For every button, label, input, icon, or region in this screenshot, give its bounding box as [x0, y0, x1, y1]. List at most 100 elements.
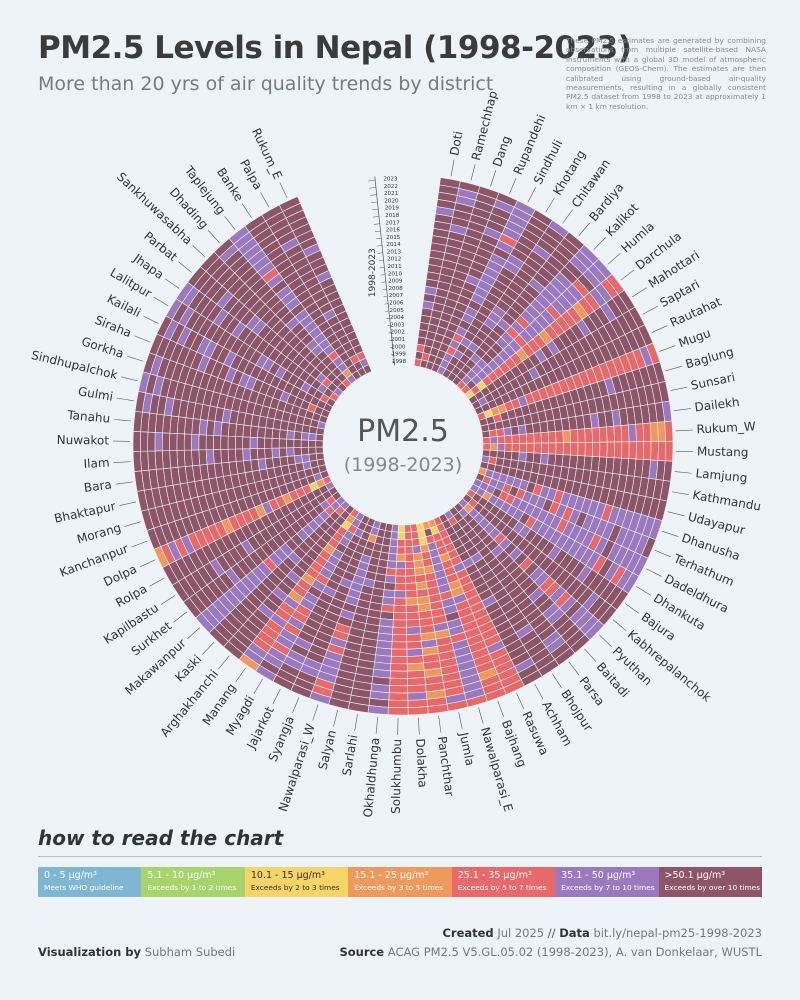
- year-tick: [380, 274, 386, 276]
- district-leader-line: [126, 355, 144, 362]
- district-leader-line: [253, 678, 263, 694]
- heatmap-cell: [539, 453, 549, 465]
- year-tick-label: 2014: [386, 242, 401, 248]
- heatmap-cell: [406, 655, 424, 665]
- methodology-note: These PM2.5 estimates are generated by c…: [566, 36, 766, 111]
- district-leader-line: [292, 697, 300, 714]
- year-tick: [374, 230, 381, 232]
- data-link[interactable]: bit.ly/nepal-pm25-1998-2023: [593, 926, 762, 940]
- legend-item: 35.1 - 50 µg/m³ Exceeds by 7 to 10 times: [555, 867, 659, 897]
- heatmap-cell: [406, 633, 422, 643]
- heatmap-cell: [584, 441, 593, 457]
- radial-heatmap-chart: Doti RamechhapDangRupandehiSindhuliKhotan…: [30, 89, 762, 818]
- district-leader-line: [578, 222, 590, 237]
- heatmap-cell: [555, 442, 564, 455]
- district-leader-line: [202, 641, 215, 655]
- year-tick-label: 2016: [386, 228, 401, 234]
- heatmap-cell: [576, 428, 586, 443]
- year-tick-label: 2008: [388, 286, 403, 292]
- legend-range: 15.1 - 25 µg/m³: [354, 870, 429, 881]
- heatmap-cell: [191, 433, 200, 451]
- heatmap-cell: [286, 438, 295, 449]
- heatmap-cell: [315, 446, 324, 454]
- district-leader-line: [497, 700, 504, 718]
- heatmap-cell: [635, 441, 645, 460]
- district-leader-line: [312, 704, 319, 721]
- district-leader-line: [218, 655, 230, 669]
- heatmap-cell: [511, 434, 520, 444]
- district-label: Dolakha: [413, 738, 430, 788]
- heatmap-cell: [301, 453, 311, 463]
- year-tick-label: 2009: [388, 279, 403, 285]
- heatmap-cell: [510, 425, 520, 436]
- heatmap-cell: [300, 439, 309, 448]
- legend-range: 5.1 - 10 µg/m³: [147, 870, 216, 881]
- heatmap-cell: [397, 531, 406, 540]
- district-leader-line: [207, 230, 220, 244]
- year-axis-label: 1998-2023: [368, 248, 378, 297]
- heatmap-cell: [220, 448, 230, 464]
- heatmap-cell: [161, 450, 171, 469]
- heatmap-cell: [613, 425, 623, 443]
- source-line: Source ACAG PM2.5 V5.GL.05.02 (1998-2023…: [339, 945, 762, 959]
- heatmap-cell: [554, 453, 564, 467]
- heatmap-cell: [242, 448, 251, 462]
- heatmap-cell: [293, 447, 302, 457]
- district-leader-line: [375, 716, 378, 734]
- heatmap-cell: [657, 421, 666, 442]
- district-label: Nuwakot: [57, 433, 110, 448]
- heatmap-cell: [547, 453, 557, 466]
- year-tick-label: 2005: [390, 308, 405, 314]
- heatmap-cell: [227, 448, 237, 463]
- heatmap-cell: [407, 691, 428, 701]
- heatmap-cell: [286, 430, 295, 440]
- district-leader-line: [438, 715, 442, 733]
- heatmap-cell: [394, 590, 407, 599]
- district-leader-line: [160, 595, 176, 605]
- heatmap-cell: [300, 446, 310, 456]
- heatmap-cell: [264, 447, 273, 459]
- district-label: Udayapur: [687, 510, 747, 538]
- heatmap-cell: [205, 434, 214, 450]
- district-leader-line: [667, 511, 685, 517]
- heatmap-cell: [406, 662, 425, 672]
- heatmap-cell: [389, 538, 399, 548]
- district-label: Mugu: [677, 326, 713, 351]
- district-label: Sarlahi: [340, 734, 361, 777]
- district-label: Jumla: [456, 730, 477, 767]
- heatmap-cell: [183, 449, 193, 467]
- heatmap-cell: [406, 618, 421, 628]
- heatmap-cell: [381, 596, 395, 606]
- heatmap-cell: [271, 447, 281, 459]
- district-leader-line: [187, 627, 201, 640]
- heatmap-cell: [385, 567, 397, 577]
- district-leader-line: [671, 491, 689, 495]
- district-label: Kailali: [105, 292, 143, 320]
- district-label: Rukum_W: [696, 419, 756, 436]
- heatmap-cell: [407, 677, 426, 687]
- legend-title: how to read the chart: [38, 826, 284, 850]
- credits-line: Created Jul 2025 // Data bit.ly/nepal-pm…: [442, 926, 762, 940]
- heatmap-cell: [220, 435, 229, 450]
- heatmap-cell: [643, 441, 652, 461]
- year-tick: [379, 267, 385, 269]
- heatmap-cell: [405, 597, 419, 606]
- heatmap-cell: [405, 611, 420, 621]
- district-leader-line: [659, 345, 676, 352]
- district-leader-line: [562, 209, 573, 224]
- heatmap-cell: [367, 705, 389, 715]
- heatmap-cell: [533, 432, 542, 444]
- heatmap-cell: [525, 452, 535, 463]
- year-tick-label: 2010: [388, 271, 403, 277]
- district-leader-line: [224, 216, 236, 230]
- heatmap-cell: [264, 437, 273, 449]
- heatmap-cell: [242, 436, 251, 450]
- legend-range: 0 - 5 µg/m³: [44, 870, 97, 881]
- heatmap-cell: [591, 427, 601, 443]
- year-tick-label: 2015: [386, 235, 401, 241]
- heatmap-cell: [621, 441, 630, 459]
- heatmap-cell: [526, 442, 535, 454]
- heatmap-cell: [132, 430, 141, 452]
- heatmap-cell: [198, 449, 208, 466]
- heatmap-cell: [569, 429, 579, 443]
